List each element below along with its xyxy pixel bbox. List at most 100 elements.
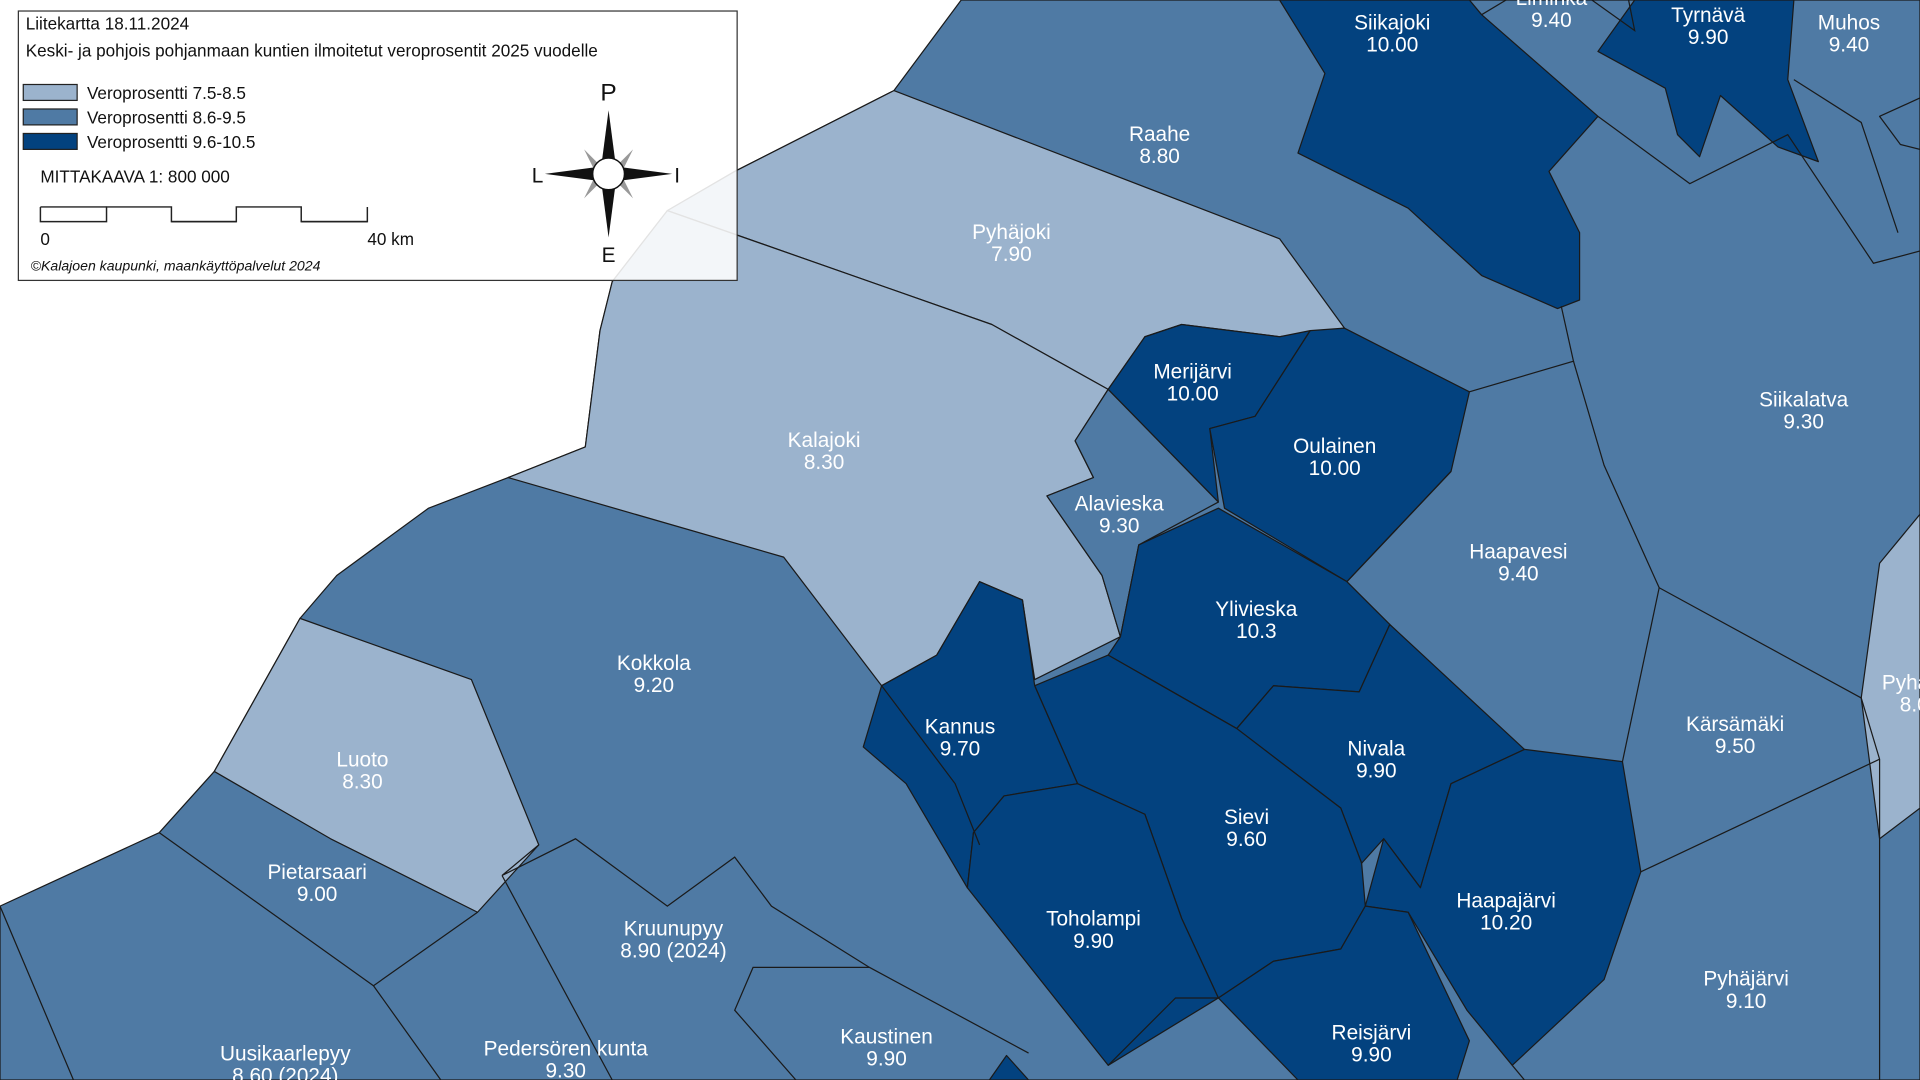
- border: [881, 685, 981, 846]
- municipality-name: Kruunupyy: [624, 918, 724, 941]
- border: [501, 838, 1029, 1054]
- municipality-name: Siikalatva: [1759, 389, 1848, 412]
- tax-rate: 9.40: [1498, 562, 1538, 585]
- municipality-name: Reisjärvi: [1332, 1022, 1412, 1045]
- legend: Liitekartta 18.11.2024 Keski- ja pohjois…: [17, 10, 738, 282]
- municipality-name: Toholampi: [1046, 908, 1141, 931]
- tax-rate: 9.40: [1829, 33, 1869, 56]
- scale-start: 0: [40, 229, 50, 249]
- municipality-name: Oulainen: [1293, 435, 1376, 458]
- municipality-area: [1046, 388, 1219, 638]
- border: [1511, 1064, 1525, 1080]
- tax-rate: 8.00: [1900, 693, 1920, 716]
- legend-label: Veroprosentti 9.6-10.5: [87, 132, 256, 152]
- municipality-name: Haapavesi: [1469, 540, 1567, 563]
- border: [501, 875, 613, 1080]
- legend-swatch: [22, 83, 78, 102]
- municipality-name: Pyhäjoki: [972, 221, 1051, 244]
- border: [1572, 361, 1660, 762]
- tax-rate: 8.80: [1139, 145, 1179, 168]
- legend-label: Veroprosentti 7.5-8.5: [87, 83, 246, 103]
- tax-rate: 9.90: [866, 1047, 906, 1070]
- municipality-name: Nivala: [1347, 738, 1405, 761]
- tax-rate: 10.00: [1167, 382, 1219, 405]
- scale-text: MITTAKAAVA 1: 800 000: [40, 166, 229, 186]
- municipality-name: Siikajoki: [1354, 11, 1430, 34]
- tax-rate: 9.30: [545, 1060, 585, 1080]
- legend-label: Veroprosentti 8.6-9.5: [87, 108, 246, 128]
- municipality-name: Kalajoki: [788, 429, 861, 452]
- tax-rate: 9.60: [1226, 828, 1266, 851]
- municipality-name: Sievi: [1224, 806, 1269, 829]
- municipality-area: [1878, 97, 1920, 150]
- municipality-area: [1860, 513, 1920, 840]
- tax-rate: 9.20: [634, 674, 674, 697]
- municipality-name: Liminka: [1516, 0, 1588, 10]
- tax-rate: 8.60 (2024): [232, 1064, 338, 1080]
- municipality-name: Muhos: [1818, 11, 1880, 34]
- compass-west: L: [532, 164, 544, 187]
- border: [0, 905, 75, 1080]
- tax-rate: 9.50: [1715, 735, 1755, 758]
- map-title: Liitekartta 18.11.2024: [26, 13, 190, 33]
- municipality-name: Kokkola: [617, 652, 691, 675]
- compass: P E L I: [532, 79, 680, 267]
- tax-rate: 9.30: [1099, 515, 1139, 538]
- legend-box: [17, 10, 738, 282]
- border: [1346, 471, 1452, 583]
- municipality-name: Kärsämäki: [1686, 713, 1784, 736]
- map-subtitle: Keski- ja pohjois pohjanmaan kuntien ilm…: [26, 40, 598, 60]
- tax-rate: 9.30: [1783, 411, 1823, 434]
- municipality-name: Ylivieska: [1215, 598, 1297, 621]
- scale-end: 40 km: [367, 229, 414, 249]
- municipality-name: Alavieska: [1075, 493, 1164, 516]
- municipality-name: Pietarsaari: [267, 861, 366, 884]
- tax-rate: 10.20: [1480, 911, 1532, 934]
- municipality-area: [1364, 748, 1642, 1066]
- municipality-name: Tyrnävä: [1671, 4, 1745, 27]
- tax-rate: 8.30: [342, 771, 382, 794]
- border: [1481, 0, 1507, 16]
- border: [1793, 79, 1899, 233]
- tax-rate: 10.3: [1236, 620, 1276, 643]
- compass-north: P: [600, 79, 616, 106]
- credit: ©Kalajoen kaupunki, maankäyttöpalvelut 2…: [31, 258, 321, 274]
- legend-swatch: [22, 108, 78, 126]
- municipality-name: Luoto: [336, 749, 388, 772]
- tax-rate: 9.40: [1531, 9, 1571, 32]
- tax-rate: 9.10: [1726, 990, 1766, 1013]
- municipality-area: [966, 783, 1219, 1066]
- municipality-name: Pyhäntä: [1882, 671, 1920, 694]
- compass-south: E: [602, 244, 616, 267]
- border: [1640, 758, 1880, 873]
- legend-swatch: [22, 132, 78, 151]
- border: [1658, 587, 1881, 1080]
- tax-rate: 9.90: [1356, 760, 1396, 783]
- tax-rate: 9.90: [1351, 1044, 1391, 1067]
- municipality-name: Merijärvi: [1153, 360, 1232, 383]
- tax-rate: 7.90: [991, 243, 1031, 266]
- tax-rate: 9.00: [297, 883, 337, 906]
- municipality-name: Pedersören kunta: [484, 1038, 649, 1061]
- municipality-labels: Siikajoki10.00Liminka9.40Tyrnävä9.90Muho…: [220, 0, 1920, 1080]
- municipality-name: Pyhäjärvi: [1703, 968, 1789, 991]
- border: [158, 832, 374, 987]
- tax-rate: 9.70: [940, 738, 980, 761]
- municipality-area: [1217, 905, 1470, 1080]
- municipality-name: Haapajärvi: [1456, 889, 1555, 912]
- municipality-name: Kannus: [925, 715, 996, 738]
- tax-rate: 10.00: [1309, 457, 1361, 480]
- municipality-area: [1597, 0, 1819, 163]
- border: [1591, 0, 1636, 33]
- tax-rate: 9.90: [1073, 930, 1113, 953]
- tax-rate: 10.00: [1366, 33, 1418, 56]
- tax-rate: 8.90 (2024): [620, 940, 726, 963]
- border: [733, 966, 870, 1080]
- compass-east: I: [674, 164, 680, 187]
- tax-rate: 8.30: [804, 451, 844, 474]
- municipality-name: Raahe: [1129, 123, 1190, 146]
- municipality-name: Kaustinen: [840, 1025, 933, 1048]
